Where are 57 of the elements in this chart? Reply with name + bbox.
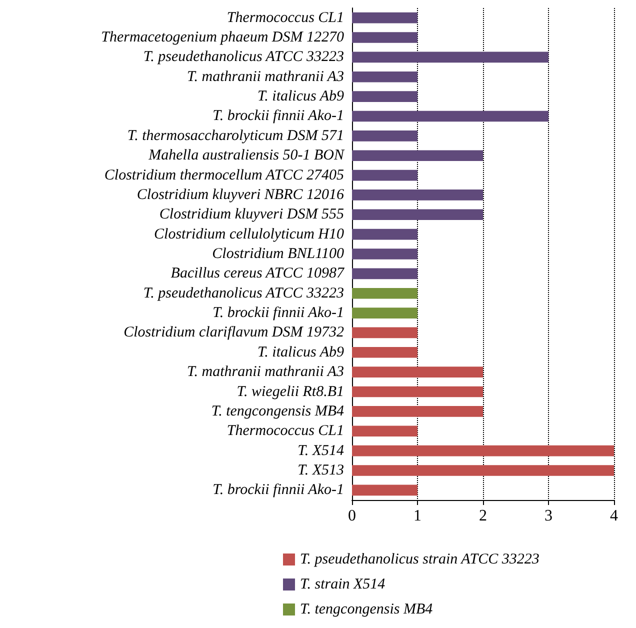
y-tick-label: Clostridium cellulolyticum H10 (154, 226, 344, 242)
y-tick-label: Clostridium BNL1100 (212, 246, 344, 262)
y-tick-label: T. pseudethanolicus ATCC 33223 (143, 49, 344, 66)
y-tick-label: Clostridium kluyveri DSM 555 (159, 206, 344, 223)
bar (352, 228, 418, 240)
y-tick-label: Clostridium thermocellum ATCC 27405 (104, 167, 344, 184)
x-tick-label: 0 (348, 508, 356, 524)
bar (352, 150, 483, 162)
bar (352, 268, 418, 280)
bar (352, 12, 418, 24)
bar (352, 308, 418, 318)
bar (352, 130, 418, 142)
x-tick-label: 3 (544, 508, 552, 524)
bar (352, 327, 418, 338)
bar (352, 386, 483, 398)
bar (352, 346, 418, 358)
y-tick-label: T. pseudethanolicus ATCC 33223 (143, 285, 344, 302)
y-tick-label: Clostridium kluyveri NBRC 12016 (136, 186, 344, 203)
bar (352, 426, 418, 437)
legend-label: T. strain X514 (300, 576, 386, 592)
x-tick-label: 1 (414, 508, 422, 524)
y-tick-label: Thermococcus CL1 (226, 10, 344, 26)
y-tick-label: T. italicus Ab9 (257, 344, 344, 360)
bar (352, 91, 418, 102)
y-tick-label: T. mathranii mathranii A3 (187, 364, 344, 380)
x-tick-label: 4 (610, 508, 618, 524)
y-tick-label: T. brockii finnii Ako-1 (212, 305, 344, 322)
bar (352, 32, 418, 43)
y-tick-label: Thermacetogenium phaeum DSM 12270 (101, 30, 344, 46)
bar (352, 170, 418, 181)
y-tick-label: T. X514 (298, 442, 344, 459)
bar (352, 52, 548, 63)
y-tick-label: Mahella australiensis 50-1 BON (148, 148, 345, 164)
y-tick-label: Clostridium clariflavum DSM 19732 (124, 324, 344, 341)
y-tick-label: T. brockii finnii Ako-1 (212, 482, 344, 498)
y-tick-label: T. wiegelii Rt8.B1 (236, 384, 344, 400)
bar (352, 366, 483, 378)
bar (352, 465, 614, 476)
bar (352, 248, 418, 260)
y-tick-label: T. mathranii mathranii A3 (187, 68, 344, 85)
bar (352, 406, 483, 417)
y-tick-label: Thermococcus CL1 (226, 423, 344, 440)
y-tick-label: T. brockii finnii Ako-1 (212, 108, 344, 124)
y-tick-label: T. thermosaccharolyticum DSM 571 (127, 128, 344, 144)
legend-label: T. pseudethanolicus strain ATCC 33223 (300, 552, 540, 568)
bar (352, 71, 418, 82)
y-tick-label: T. italicus Ab9 (257, 88, 344, 105)
bar (352, 484, 418, 496)
bar (352, 209, 483, 220)
bar (352, 445, 614, 456)
bar (352, 190, 483, 200)
y-tick-label: T. X513 (298, 462, 344, 478)
bar (352, 110, 548, 122)
y-tick-label: Bacillus cereus ATCC 10987 (170, 266, 346, 282)
y-tick-label: T. tengcongensis MB4 (211, 403, 344, 420)
x-tick-label: 2 (479, 508, 487, 524)
bar (352, 288, 418, 299)
